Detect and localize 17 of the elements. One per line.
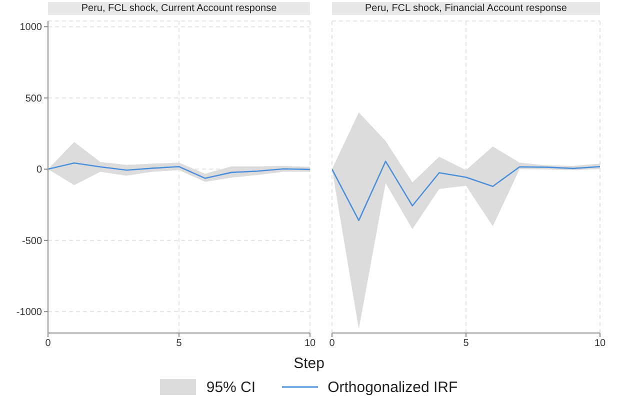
y-tick-label: -1000 (16, 307, 42, 318)
x-tick-label: 5 (176, 338, 182, 350)
x-tick-label: 10 (304, 338, 316, 350)
chart-title: Peru, FCL shock, Financial Account response (332, 2, 600, 15)
x-tick-label: 5 (463, 338, 470, 350)
y-tick-label: -500 (22, 236, 42, 247)
y-tick-label: 500 (25, 93, 42, 104)
chart-title: Peru, FCL shock, Current Account response (48, 2, 310, 15)
x-tick-label: 0 (329, 338, 336, 350)
legend-label: Orthogonalized IRF (328, 378, 458, 396)
line-series (48, 162, 310, 179)
y-tick-label: 1000 (20, 22, 42, 34)
x-tick-label: 10 (594, 338, 606, 350)
x-tick-label: 0 (45, 338, 52, 350)
text: 95% CI (206, 378, 256, 396)
x-axis-title: Step (292, 355, 326, 372)
y-tick-label: 0 (36, 164, 42, 176)
